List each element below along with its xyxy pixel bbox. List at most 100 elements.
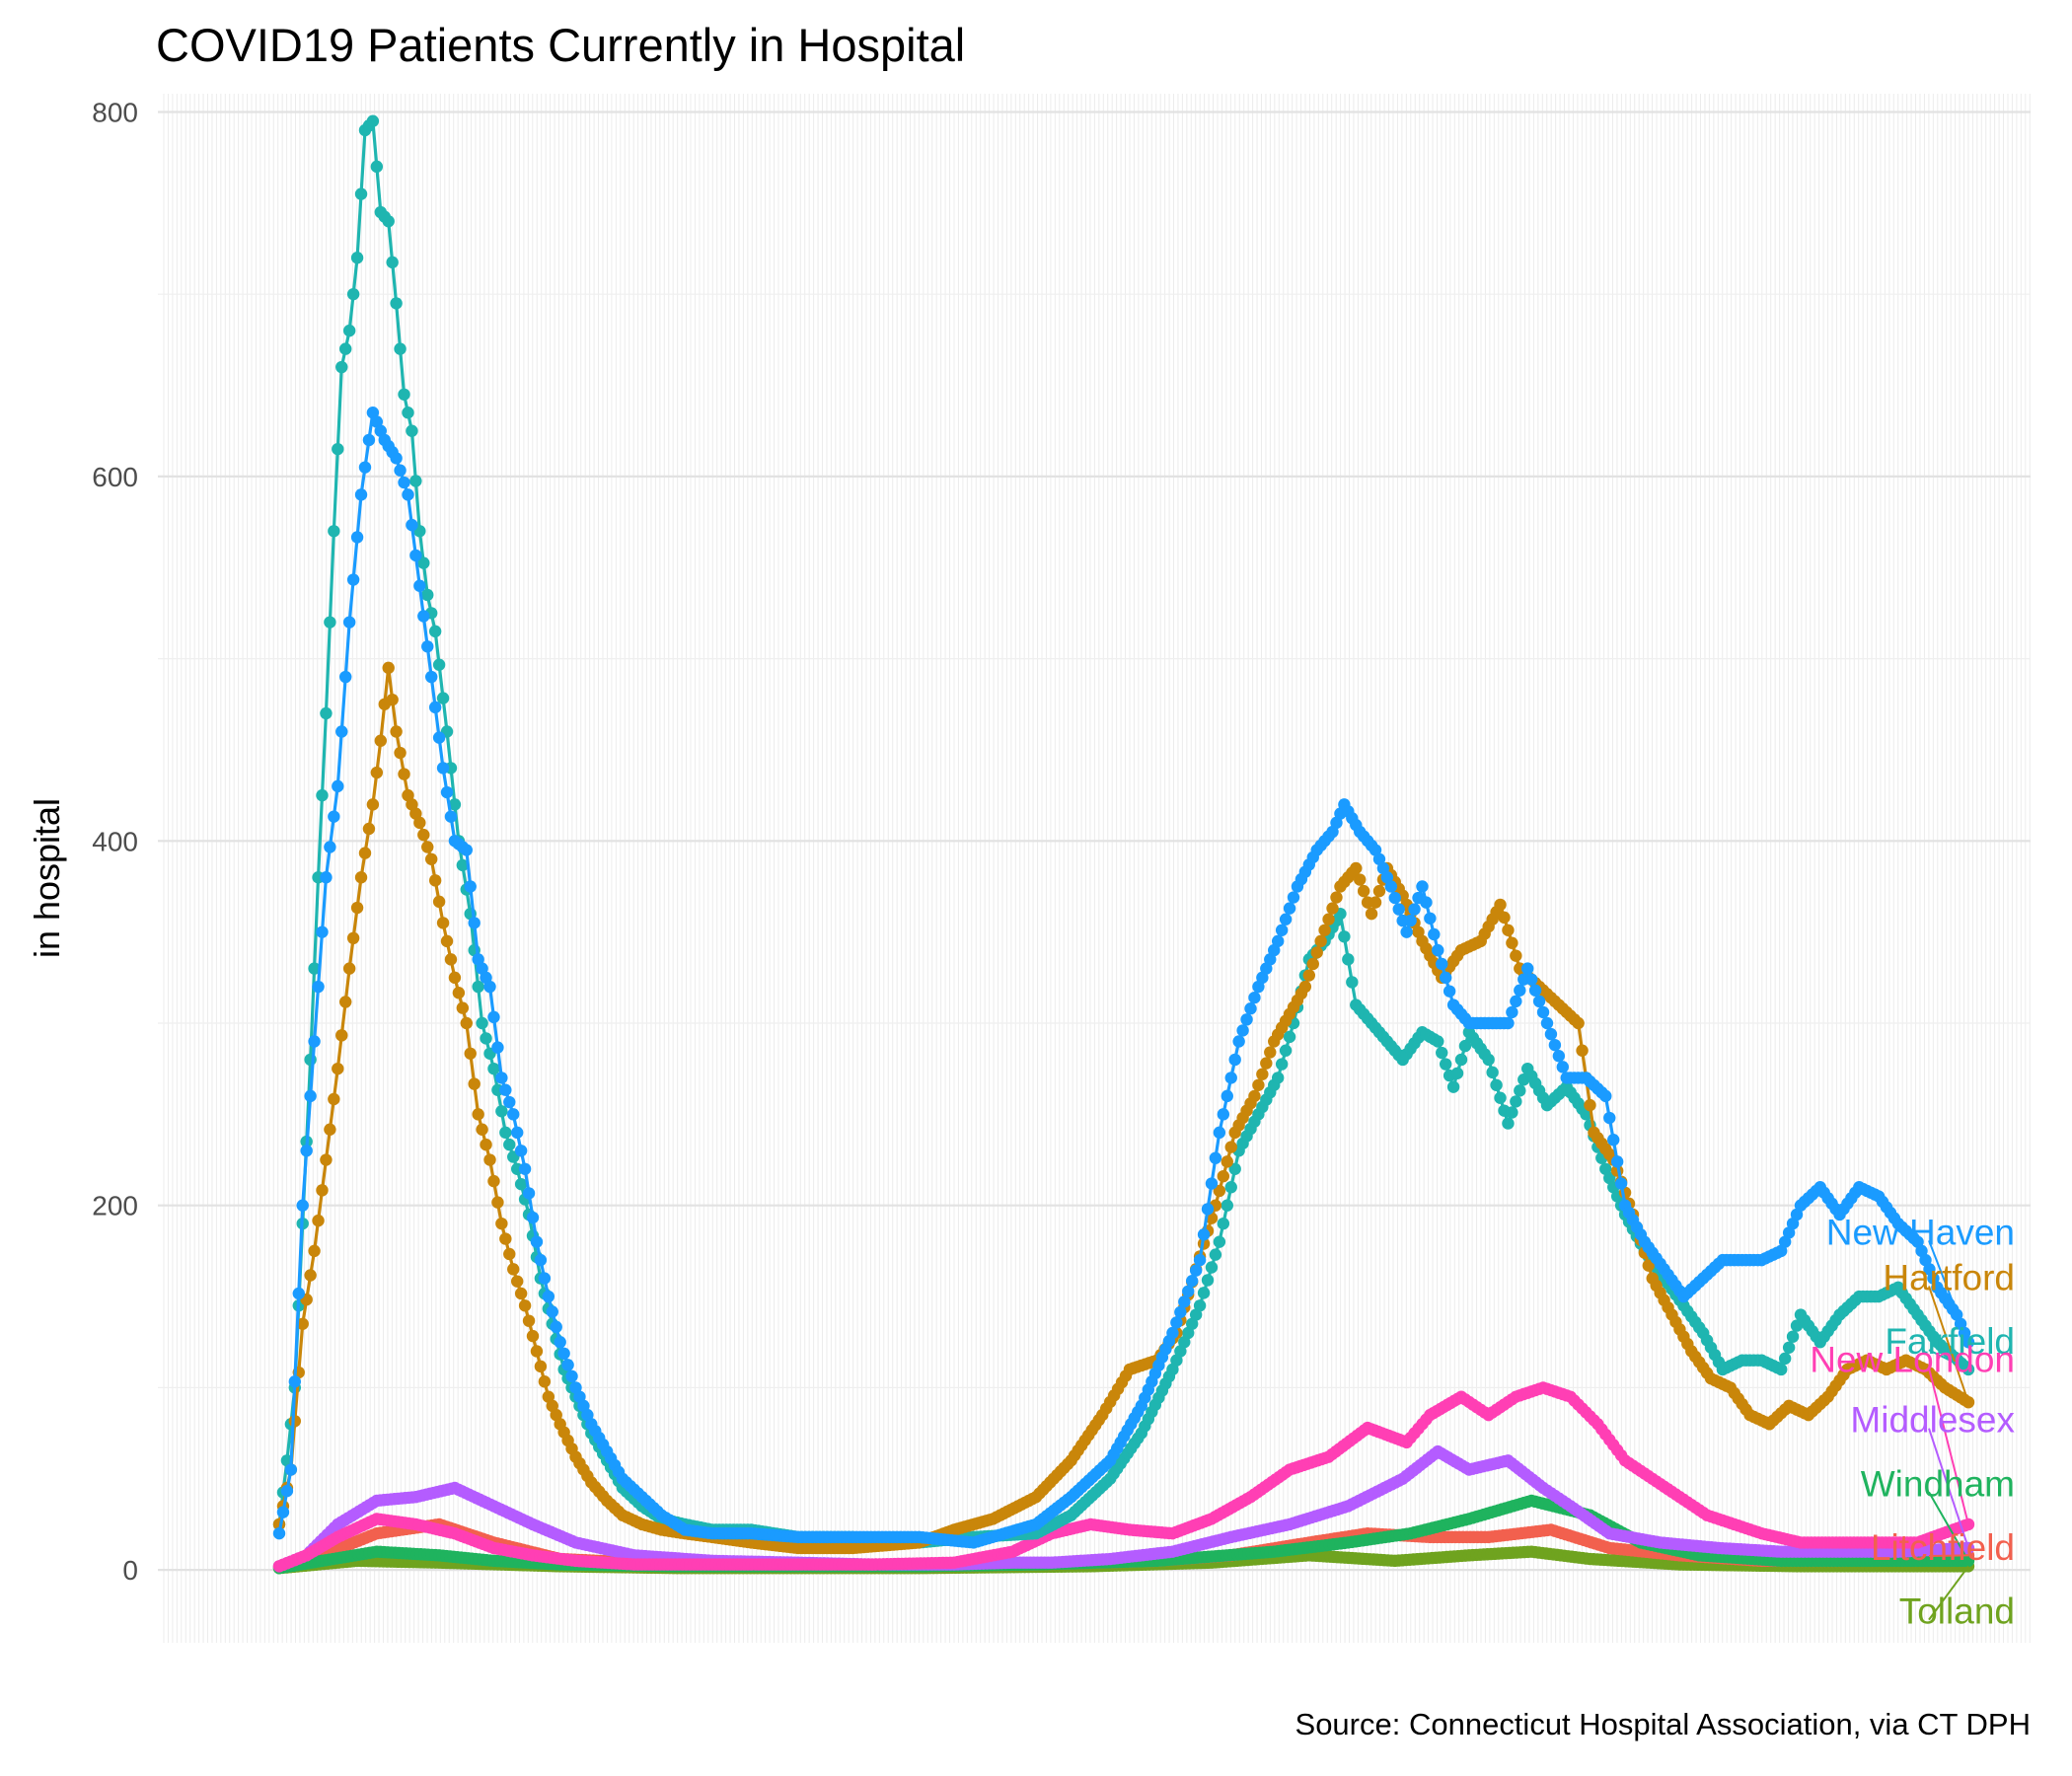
- data-point: [346, 931, 360, 945]
- data-point: [1599, 1089, 1612, 1103]
- data-point: [1236, 1024, 1249, 1037]
- data-point: [1322, 913, 1335, 925]
- data-point: [1205, 1177, 1219, 1190]
- data-point: [308, 1244, 321, 1258]
- data-point: [1450, 1067, 1464, 1079]
- data-point: [436, 917, 450, 929]
- data-point: [522, 1314, 536, 1327]
- data-point: [1572, 1016, 1585, 1030]
- data-point: [354, 488, 368, 501]
- data-point: [1350, 861, 1363, 875]
- data-point: [1338, 930, 1351, 943]
- data-point: [1490, 1078, 1503, 1092]
- data-point: [472, 980, 484, 994]
- data-point: [534, 1360, 548, 1373]
- data-point: [1536, 1005, 1550, 1019]
- data-point: [514, 1177, 528, 1191]
- data-point: [398, 388, 410, 401]
- data-point: [1264, 1046, 1277, 1059]
- data-point: [308, 962, 321, 975]
- data-point: [284, 1463, 298, 1476]
- data-point: [526, 1329, 540, 1343]
- data-point: [1556, 1061, 1570, 1073]
- data-point: [1228, 1053, 1241, 1067]
- data-point: [1506, 1005, 1518, 1019]
- data-point: [339, 670, 352, 684]
- y-tick-label: 600: [92, 462, 138, 492]
- chart-caption: Source: Connecticut Hospital Association…: [1295, 1707, 2031, 1741]
- chart-title: COVID19 Patients Currently in Hospital: [156, 19, 966, 71]
- data-point: [1439, 1058, 1452, 1071]
- data-point: [1228, 1162, 1241, 1175]
- data-point: [432, 895, 446, 909]
- label-leader: [1928, 1565, 1969, 1621]
- data-point: [354, 871, 368, 884]
- data-point: [428, 874, 442, 887]
- data-point: [1256, 1068, 1269, 1080]
- data-point: [398, 476, 410, 489]
- data-point: [1217, 1217, 1230, 1230]
- data-point: [1498, 911, 1511, 925]
- data-point: [1436, 957, 1448, 971]
- data-point: [460, 844, 473, 856]
- data-point: [456, 1001, 470, 1014]
- data-point: [1436, 1046, 1448, 1060]
- data-point: [394, 746, 407, 760]
- data-point: [1432, 1035, 1444, 1048]
- data-point: [413, 816, 426, 830]
- data-point: [328, 525, 340, 538]
- data-point: [1209, 1151, 1222, 1164]
- data-point: [316, 1184, 329, 1197]
- data-point: [1275, 1058, 1289, 1071]
- data-point: [464, 880, 477, 893]
- data-point: [394, 342, 407, 355]
- data-point: [522, 1187, 536, 1200]
- data-point: [417, 828, 430, 842]
- data-point: [1506, 936, 1518, 949]
- data-point: [1213, 1184, 1226, 1198]
- data-point: [1224, 1181, 1237, 1194]
- data-point: [1404, 914, 1417, 927]
- data-point: [1528, 984, 1542, 997]
- data-point: [1584, 1098, 1596, 1112]
- data-point: [390, 452, 403, 465]
- data-point: [554, 1336, 566, 1349]
- data-point: [499, 1083, 512, 1096]
- data-point: [1354, 873, 1367, 886]
- data-point: [292, 1287, 305, 1300]
- data-point: [1197, 1228, 1211, 1241]
- data-point: [561, 1359, 574, 1371]
- data-point: [1170, 1316, 1183, 1329]
- data-point: [339, 342, 352, 355]
- data-point: [1365, 907, 1378, 921]
- data-point: [514, 1287, 528, 1300]
- data-point: [530, 1235, 544, 1248]
- data-point: [1775, 1363, 1788, 1376]
- data-point: [1182, 1285, 1195, 1297]
- data-point: [1193, 1299, 1207, 1312]
- data-point: [1166, 1326, 1179, 1340]
- y-tick-label: 200: [92, 1191, 138, 1221]
- data-point: [495, 1105, 508, 1118]
- data-point: [362, 433, 376, 447]
- data-point: [324, 616, 336, 629]
- data-point: [328, 810, 340, 823]
- data-point: [1548, 1038, 1562, 1052]
- data-point: [428, 701, 442, 714]
- data-point: [1514, 984, 1526, 997]
- data-point: [1213, 1126, 1226, 1140]
- data-point: [413, 579, 426, 592]
- data-point: [1778, 1352, 1792, 1366]
- data-point: [526, 1211, 540, 1224]
- data-point: [510, 1275, 524, 1288]
- data-point: [448, 798, 462, 811]
- data-point: [468, 1077, 481, 1090]
- label-leader: [1928, 1491, 1969, 1562]
- data-point: [1369, 896, 1382, 909]
- data-point: [1510, 995, 1522, 1008]
- data-point: [507, 1108, 520, 1121]
- data-point: [1388, 891, 1401, 905]
- data-point: [1458, 1039, 1472, 1053]
- series-label: New Haven: [1826, 1212, 2015, 1252]
- data-point: [476, 1123, 488, 1136]
